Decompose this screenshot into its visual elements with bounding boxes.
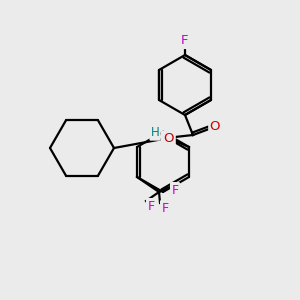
Text: F: F	[181, 34, 189, 47]
Text: O: O	[164, 133, 174, 146]
Text: F: F	[161, 202, 169, 214]
Text: O: O	[210, 121, 220, 134]
Text: F: F	[148, 200, 154, 212]
Text: F: F	[172, 184, 178, 196]
Text: N: N	[162, 133, 172, 146]
Text: H: H	[151, 127, 159, 140]
